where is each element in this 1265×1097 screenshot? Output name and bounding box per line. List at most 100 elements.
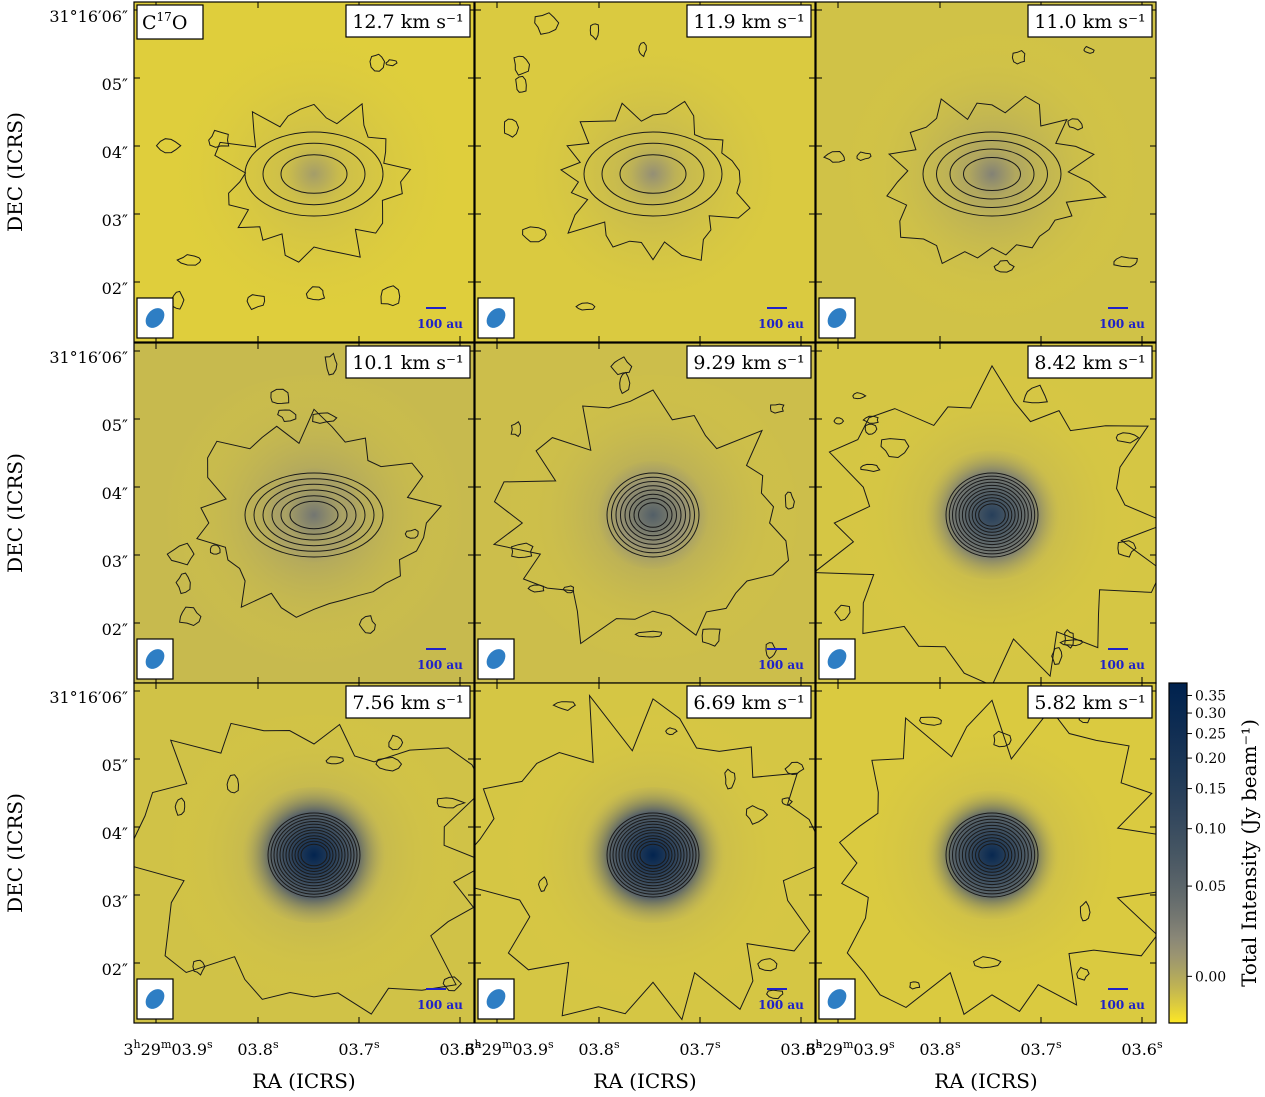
- noise-contour: [209, 544, 221, 555]
- y-tick-label: 05″: [102, 416, 128, 435]
- noise-contour: [552, 701, 577, 712]
- velocity-label-box: [1027, 345, 1153, 379]
- core-contour: [948, 815, 1036, 895]
- y-tick-label: 02″: [102, 960, 128, 979]
- emission-core: [272, 137, 356, 211]
- beam-ellipse: [145, 308, 165, 328]
- scale-bar-label: 100 au: [417, 317, 463, 331]
- x-tick-label: 03.6s: [780, 1038, 822, 1059]
- noise-contour: [305, 286, 326, 301]
- core-contour: [279, 823, 349, 887]
- outer-contour: [214, 102, 412, 263]
- beam-ellipse: [145, 989, 165, 1009]
- beam-ellipse: [827, 989, 847, 1009]
- noise-contour: [442, 976, 463, 992]
- colorbar-gradient: [1168, 682, 1188, 1024]
- velocity-label-box: [1027, 4, 1153, 38]
- outer-contour: [559, 100, 751, 261]
- noise-contour: [175, 572, 191, 595]
- panel-frame: [815, 1, 1157, 343]
- core-contour: [285, 829, 343, 881]
- velocity-label-box: [686, 685, 812, 719]
- y-tick-label: 03″: [102, 211, 128, 230]
- colorbar-tick-label: 0.10: [1195, 822, 1226, 838]
- beam-ellipse: [486, 308, 506, 328]
- noise-contour: [638, 41, 647, 58]
- noise-contour: [562, 585, 575, 594]
- core-contour: [294, 838, 334, 872]
- y-axis-labels: 31°16′06″ 05″ 04″ 03″ 02″ DEC (ICRS) 31°16′06″…: [3, 7, 128, 979]
- velocity-label: 5.82 km s⁻¹: [1034, 692, 1145, 714]
- noise-contour: [575, 302, 596, 311]
- velocity-label: 11.0 km s⁻¹: [1034, 11, 1145, 33]
- noise-contour: [1067, 118, 1084, 131]
- noise-contour: [1113, 256, 1138, 268]
- scale-bar-label: 100 au: [417, 998, 463, 1012]
- x-tick-label: 03.8s: [919, 1038, 961, 1059]
- beam-ellipse: [827, 649, 847, 669]
- emission-core: [575, 787, 731, 923]
- colorbar-tick-label: 0.30: [1195, 706, 1226, 722]
- noise-contour: [833, 417, 845, 425]
- core-contour: [922, 131, 1062, 217]
- panel-frame: [133, 1, 475, 343]
- core-contour: [282, 826, 346, 884]
- core-contour: [618, 823, 688, 887]
- noise-contour: [324, 352, 338, 376]
- y-axis-title: DEC (ICRS): [3, 453, 27, 573]
- noise-contour: [784, 491, 795, 510]
- velocity-label-box: [686, 4, 812, 38]
- noise-contour: [166, 542, 195, 566]
- noise-contour: [784, 761, 805, 776]
- y-axis-title: DEC (ICRS): [3, 793, 27, 913]
- core-contour: [267, 812, 361, 898]
- core-contour: [961, 828, 1023, 882]
- channel-panel: 12.7 km s⁻¹ C17O 100 au: [133, 1, 475, 343]
- noise-contour: [1051, 647, 1063, 665]
- noise-contour: [208, 129, 230, 148]
- noise-contour: [270, 388, 290, 405]
- noise-contour: [522, 226, 547, 243]
- x-axis-title: RA (ICRS): [252, 1069, 355, 1093]
- core-contour: [952, 818, 1032, 892]
- noise-contour: [380, 285, 401, 307]
- emission-core: [236, 787, 392, 923]
- colorbar-tick-label: 0.15: [1195, 782, 1226, 798]
- noise-contour: [993, 259, 1015, 273]
- y-tick-label: 05″: [102, 756, 128, 775]
- x-axis-labels: 3h29m03.9s 03.8s 03.7s 03.6s RA (ICRS) 3h29m0…: [123, 1038, 1163, 1093]
- core-contour: [975, 840, 1009, 870]
- core-contour: [639, 843, 667, 867]
- panel-frame: [474, 682, 816, 1024]
- core-contour: [297, 840, 331, 870]
- noise-contour: [510, 421, 521, 438]
- core-contour: [271, 489, 357, 541]
- core-contour: [949, 148, 1035, 200]
- colorbar-tick-label: 0.20: [1195, 751, 1226, 767]
- outer-contour: [838, 699, 1156, 1016]
- core-contour: [958, 484, 1026, 546]
- noise-contour: [856, 151, 872, 162]
- outer-contour: [196, 408, 443, 618]
- channel-panel: 11.0 km s⁻¹ 100 au: [815, 1, 1157, 343]
- scale-bar-label: 100 au: [758, 658, 804, 672]
- x-tick-label: 03.7s: [679, 1038, 721, 1059]
- x-tick-label: 03.8s: [237, 1038, 279, 1059]
- core-contour: [971, 837, 1013, 873]
- colorbar: 0.00 0.05 0.10 0.15 0.20 0.25 0.30 0.35 Total In…: [1168, 682, 1261, 1024]
- noise-contour: [404, 528, 419, 539]
- noise-contour: [619, 371, 631, 395]
- core-contour: [615, 821, 691, 889]
- noise-contour: [972, 956, 1002, 969]
- beam-box: [136, 638, 174, 680]
- noise-contour: [665, 727, 678, 736]
- core-contour: [606, 472, 700, 558]
- noise-contour: [745, 805, 769, 825]
- noise-contour: [176, 254, 202, 266]
- channel-panel: 6.69 km s⁻¹ 100 au: [474, 682, 816, 1024]
- core-contour: [270, 815, 358, 895]
- x-tick-label: 03.7s: [1020, 1038, 1062, 1059]
- noise-contour: [1022, 384, 1048, 404]
- noise-contour: [174, 797, 186, 816]
